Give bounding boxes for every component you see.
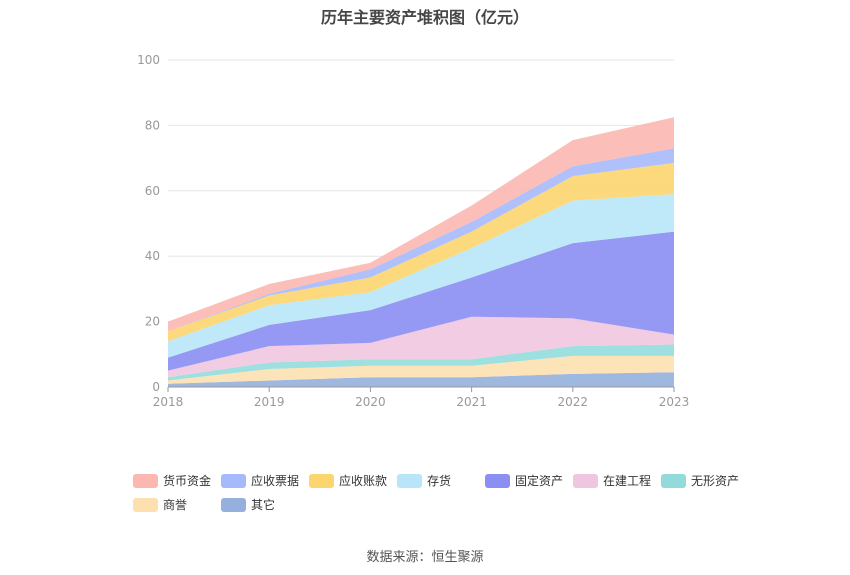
chart-title: 历年主要资产堆积图（亿元） bbox=[320, 8, 529, 27]
legend-item[interactable]: 商誉 bbox=[133, 496, 187, 513]
legend-label: 应收票据 bbox=[251, 474, 300, 488]
x-tick-label: 2018 bbox=[153, 395, 184, 409]
x-tick-label: 2019 bbox=[254, 395, 285, 409]
legend-label: 无形资产 bbox=[691, 474, 740, 488]
legend-item[interactable]: 固定资产 bbox=[485, 472, 563, 489]
legend-item[interactable]: 应收账款 bbox=[309, 472, 387, 489]
legend-item[interactable]: 无形资产 bbox=[661, 472, 739, 489]
legend-swatch bbox=[397, 473, 422, 488]
legend-item[interactable]: 货币资金 bbox=[133, 472, 211, 489]
legend-item[interactable]: 在建工程 bbox=[573, 472, 651, 489]
legend-label: 在建工程 bbox=[603, 474, 652, 488]
y-tick-label: 100 bbox=[137, 53, 160, 67]
legend-swatch bbox=[133, 497, 158, 512]
source-note: 数据来源：恒生聚源 bbox=[366, 550, 484, 565]
legend-item[interactable]: 其它 bbox=[221, 496, 275, 513]
area-商誉[interactable] bbox=[168, 355, 674, 384]
legend-label: 其它 bbox=[251, 498, 276, 512]
y-tick-label: 60 bbox=[145, 184, 160, 198]
area-在建工程[interactable] bbox=[168, 316, 674, 378]
x-tick-label: 2021 bbox=[456, 395, 487, 409]
area-存货[interactable] bbox=[168, 194, 674, 358]
y-tick-label: 20 bbox=[145, 315, 160, 329]
legend-item[interactable]: 应收票据 bbox=[221, 472, 299, 489]
legend-swatch bbox=[133, 473, 158, 488]
legend-label: 商誉 bbox=[163, 498, 188, 512]
area-无形资产[interactable] bbox=[168, 344, 674, 381]
x-tick-label: 2020 bbox=[355, 395, 386, 409]
legend-swatch bbox=[221, 497, 246, 512]
legend-swatch bbox=[573, 473, 598, 488]
x-tick-label: 2022 bbox=[558, 395, 589, 409]
y-tick-label: 0 bbox=[152, 380, 160, 394]
area-固定资产[interactable] bbox=[168, 231, 674, 371]
y-tick-label: 40 bbox=[145, 249, 160, 263]
legend-label: 存货 bbox=[427, 474, 452, 488]
legend-label: 应收账款 bbox=[339, 474, 388, 488]
area-应收账款[interactable] bbox=[168, 163, 674, 342]
legend-swatch bbox=[485, 473, 510, 488]
x-tick-label: 2023 bbox=[659, 395, 690, 409]
area-series bbox=[168, 117, 674, 387]
legend-item[interactable]: 存货 bbox=[397, 472, 451, 489]
area-其它[interactable] bbox=[168, 372, 674, 387]
legend-swatch bbox=[221, 473, 246, 488]
legend-swatch bbox=[661, 473, 686, 488]
area-应收票据[interactable] bbox=[168, 148, 674, 332]
axes: 0 20 40 60 80 100 2018 2019 2020 2021 2022 2023 bbox=[137, 53, 689, 409]
legend-label: 固定资产 bbox=[515, 474, 564, 488]
legend-swatch bbox=[309, 473, 334, 488]
y-tick-label: 80 bbox=[145, 118, 160, 132]
area-货币资金[interactable] bbox=[168, 117, 674, 332]
legend-label: 货币资金 bbox=[163, 474, 212, 488]
